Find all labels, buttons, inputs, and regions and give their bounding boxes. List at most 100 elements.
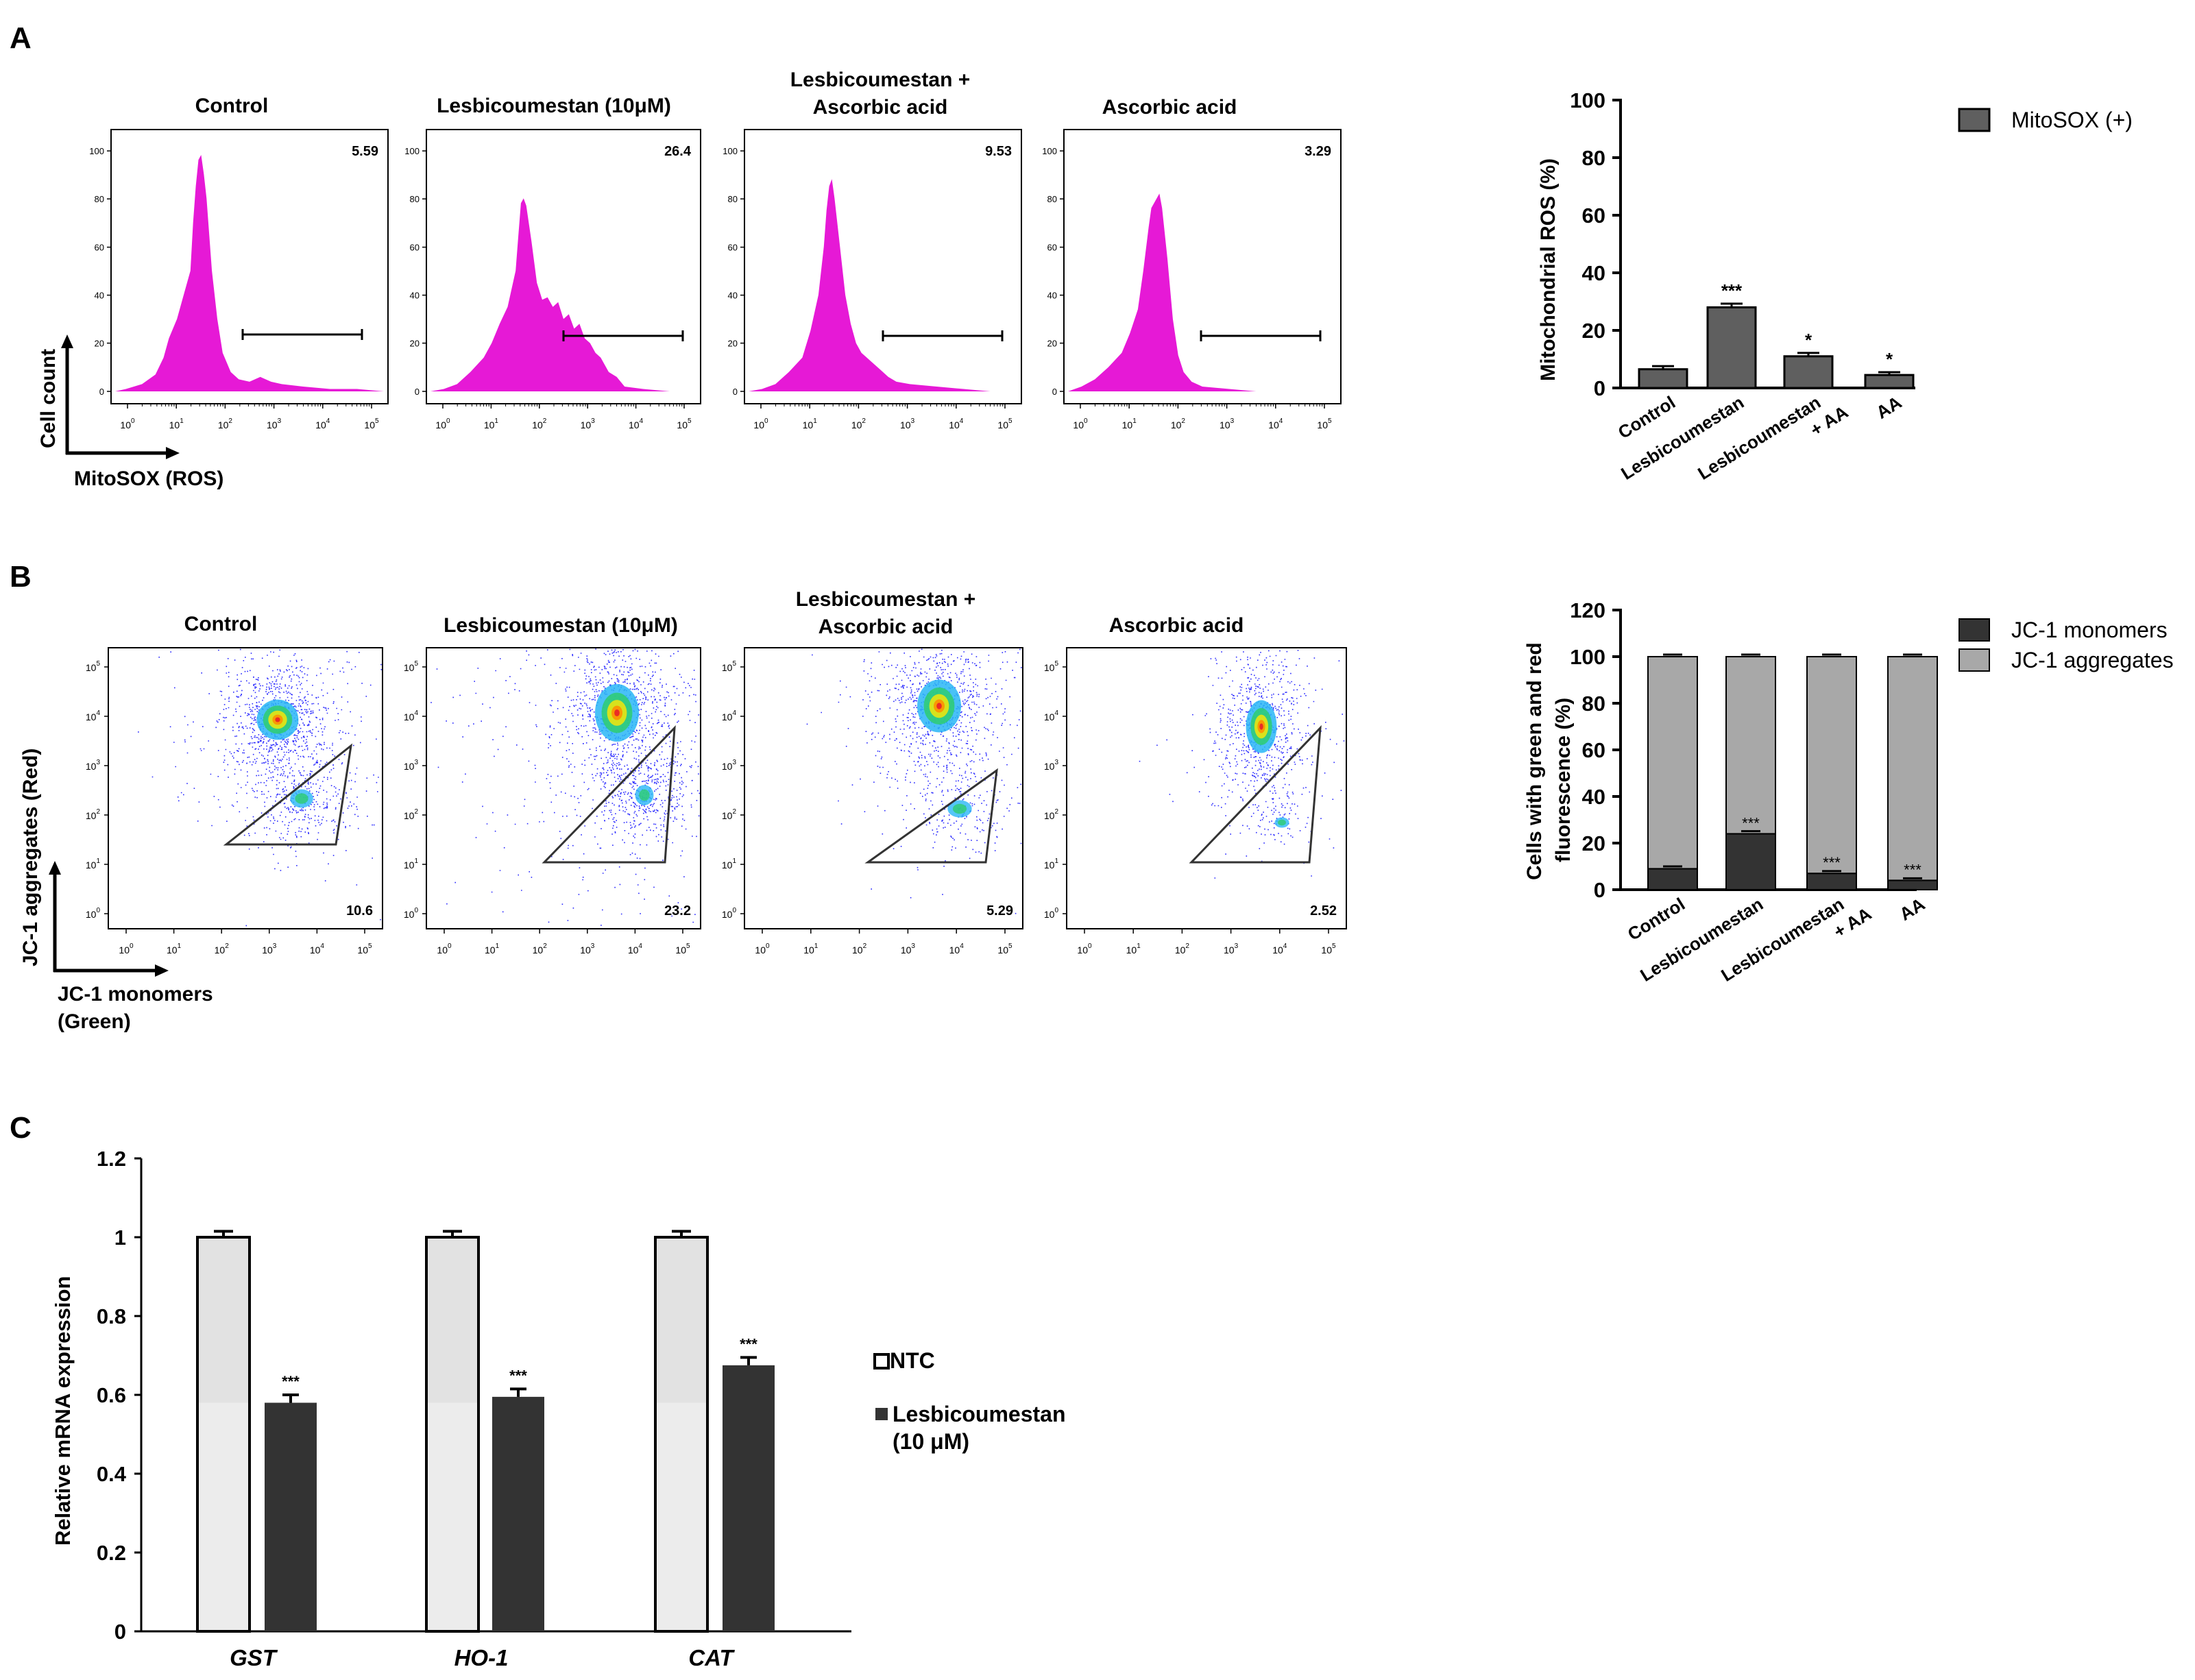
y-tick-label: 40	[95, 291, 104, 301]
y-tick-label: 0	[114, 1620, 126, 1644]
x-tick-label: 105	[675, 942, 690, 955]
y-tick-label: 80	[95, 194, 104, 204]
x-tick-label: 103	[900, 417, 915, 430]
gate-triangle	[1189, 725, 1322, 864]
bar-mitosox	[1864, 374, 1915, 389]
histogram-frame	[110, 129, 389, 404]
significance-label: *	[1805, 330, 1812, 350]
y-tick-label: 104	[404, 709, 419, 722]
panel-b-letter: B	[10, 560, 32, 594]
x-tick-label: 100	[1073, 417, 1088, 430]
x-tick-label: 101	[169, 417, 184, 430]
x-tick-label: 103	[1224, 942, 1239, 955]
bar-mitosox	[1638, 368, 1688, 389]
gate-value: 2.52	[1310, 903, 1337, 918]
y-tick-label: 1.2	[97, 1147, 126, 1171]
y-tick-label: 0	[733, 387, 738, 397]
panel-a-ylabel: Cell count	[37, 349, 60, 448]
scatter-frame	[1066, 647, 1347, 929]
panel-c-letter: C	[10, 1111, 32, 1145]
y-tick-label: 0	[99, 387, 104, 397]
histogram-frame	[744, 129, 1022, 404]
y-tick-label: 40	[1047, 291, 1057, 301]
y-tick-label: 40	[728, 291, 738, 301]
x-category-label: HO-1	[454, 1645, 509, 1670]
panel-c: C Relative mRNA expression NTC Lesbicoum…	[10, 1111, 1066, 1670]
x-tick-label: 103	[901, 942, 916, 955]
scatter-title-combo-line2: Ascorbic acid	[818, 616, 954, 638]
histogram-title-combo-line1: Lesbicoumestan +	[790, 69, 971, 91]
gate-triangle	[864, 768, 998, 864]
x-tick-label: AA	[1895, 894, 1928, 925]
x-tick-label: 100	[437, 942, 452, 955]
bar-jc1-monomers	[1806, 873, 1857, 890]
histogram-title-ascorbic: Ascorbic acid	[1102, 96, 1237, 119]
y-tick-label: 0	[1052, 387, 1057, 397]
x-tick-label: 103	[267, 417, 282, 430]
bar-ntc-shade	[428, 1239, 477, 1403]
x-tick-label: 100	[435, 417, 450, 430]
gate-triangle	[542, 725, 676, 864]
y-tick-label: 102	[404, 808, 419, 821]
legend-label-mitosox: MitoSOX (+)	[2011, 108, 2133, 132]
density-core	[936, 703, 942, 709]
y-tick-label: 20	[1582, 831, 1605, 855]
histogram-2: 9.53 100 80 60 40 20 0 100 101 102 103 104 105	[723, 129, 1022, 430]
y-tick-label: 20	[410, 339, 420, 349]
density-core	[1278, 819, 1286, 826]
y-tick-label: 0	[1594, 376, 1605, 400]
legend-label-ntc: NTC	[890, 1348, 935, 1373]
x-tick-label: 100	[753, 417, 768, 430]
significance-label: *	[1886, 349, 1893, 369]
x-tick-label: 101	[1126, 942, 1141, 955]
x-tick-label: 103	[580, 942, 595, 955]
y-tick-label: 60	[1582, 204, 1605, 228]
y-tick-label: 40	[1582, 785, 1605, 809]
x-tick-label: 101	[803, 417, 818, 430]
y-tick-label: 0.2	[97, 1541, 126, 1565]
y-tick-label: 60	[728, 243, 738, 253]
x-tick-label: 102	[218, 417, 233, 430]
scatter-dots	[430, 648, 701, 926]
y-tick-label: 20	[95, 339, 104, 349]
bar-lesbicoumestan	[265, 1402, 317, 1631]
histogram-fill	[1068, 193, 1337, 391]
gate-value: 9.53	[985, 144, 1012, 159]
x-tick-label: 100	[755, 942, 770, 955]
x-tick-label: 105	[1321, 942, 1336, 955]
x-tick-label: 104	[1268, 417, 1283, 430]
gate-triangle	[223, 743, 353, 846]
density-core	[952, 803, 967, 814]
x-tick-label: 104	[1272, 942, 1287, 955]
panel-b: B Control Lesbicoumestan (10μM) Lesbicou…	[10, 560, 2174, 1033]
y-tick-label: 100	[1044, 907, 1059, 920]
x-tick-label: 101	[485, 942, 500, 955]
histogram-fill	[430, 198, 696, 391]
y-tick-label: 100	[723, 146, 738, 156]
x-category-label: GST	[230, 1645, 278, 1670]
x-tick-label: 102	[852, 942, 867, 955]
jc1-ylabel-line2: fluorescence (%)	[1552, 698, 1575, 862]
mrna-ylabel: Relative mRNA expression	[51, 1276, 75, 1546]
panel-b-axis-arrows: JC-1 aggregates (Red) JC-1 monomers (Gre…	[19, 748, 213, 1033]
y-tick-label: 20	[728, 339, 738, 349]
x-tick-label: 102	[215, 942, 230, 955]
y-tick-label: 101	[1044, 857, 1059, 871]
scatter-group: 10.6 105 104 103 102 101 100 100 101 102 103 104 105…	[86, 647, 1347, 955]
histogram-frame	[1063, 129, 1342, 404]
bar-lesbicoumestan	[723, 1365, 775, 1631]
bar-mitosox	[1783, 355, 1834, 389]
bar-jc1-monomers	[1647, 868, 1698, 891]
y-tick-label: 1	[114, 1226, 126, 1250]
x-tick-label: AA	[1872, 392, 1905, 423]
x-tick-label: 101	[167, 942, 182, 955]
histogram-fill	[749, 179, 1017, 391]
x-tick-label: 104	[628, 942, 643, 955]
x-tick-label: Lesbicoumestan	[1617, 392, 1747, 484]
legend-swatch-lesbicoumestan	[875, 1408, 888, 1420]
y-tick-label: 105	[404, 660, 419, 673]
y-tick-label: 103	[404, 759, 419, 772]
x-tick-label: 104	[629, 417, 644, 430]
gate-value: 5.29	[986, 903, 1013, 918]
y-tick-label: 101	[404, 857, 419, 871]
